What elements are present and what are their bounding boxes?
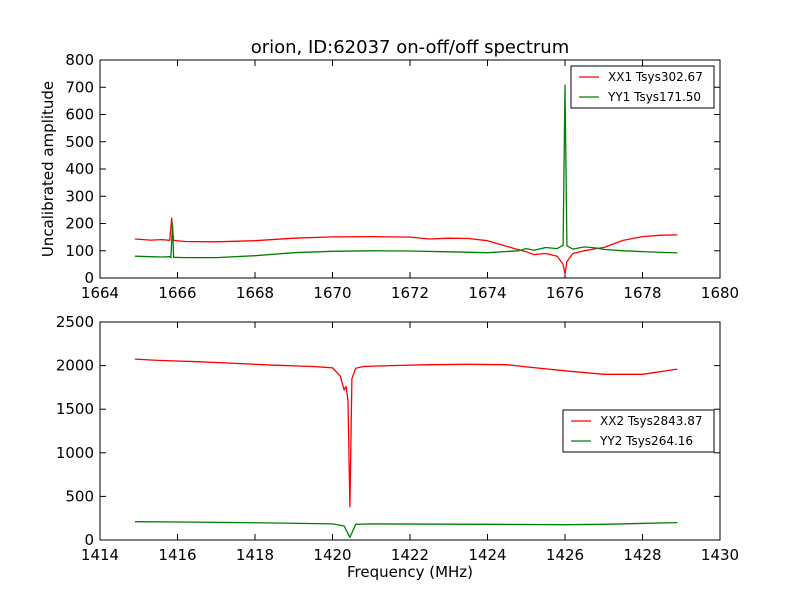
y-tick-label: 500	[65, 487, 94, 505]
x-tick-label: 1666	[158, 284, 196, 302]
legend-entry: YY2 Tsys264.16	[599, 434, 693, 448]
y-tick-label: 700	[65, 78, 94, 96]
x-tick-label: 1668	[236, 284, 274, 302]
x-tick-label: 1674	[468, 284, 506, 302]
y-tick-label: 0	[84, 269, 94, 287]
x-tick-label: 1416	[158, 546, 196, 564]
y-tick-label: 1500	[56, 400, 94, 418]
y-axis-label-ch1: Uncalibrated amplitude	[39, 81, 57, 257]
y-tick-label: 800	[65, 51, 94, 69]
series-lines-ch1	[134, 84, 678, 275]
series-line-xx2	[134, 358, 678, 508]
series-line-xx1	[134, 217, 678, 275]
y-tick-label: 2500	[56, 313, 94, 331]
legend-entry: YY1 Tsys171.50	[607, 90, 701, 104]
y-tick-label: 500	[65, 133, 94, 151]
y-tick-label: 1000	[56, 444, 94, 462]
y-tick-label: 2000	[56, 357, 94, 375]
x-tick-label: 1428	[623, 546, 661, 564]
x-tick-label: 1422	[391, 546, 429, 564]
legend-box	[570, 65, 715, 109]
x-tick-label: 1676	[546, 284, 584, 302]
y-tick-label: 400	[65, 160, 94, 178]
x-tick-label: 1424	[468, 546, 506, 564]
x-tick-label: 1670	[313, 284, 351, 302]
axis-ticks-ch1: 1664 1666 1668 1670 1672 1674 1676 1678 1680 0 100…	[65, 51, 739, 302]
y-tick-label: 300	[65, 187, 94, 205]
series-line-yy1	[134, 84, 678, 259]
x-tick-label: 1680	[701, 284, 739, 302]
panel-ch1: 1664 1666 1668 1670 1672 1674 1676 1678 1680 0 100…	[39, 51, 739, 302]
legend-ch2: XX2 Tsys2843.87 YY2 Tsys264.16	[562, 409, 715, 453]
x-tick-label: 1664	[81, 284, 119, 302]
series-line-yy2	[134, 521, 678, 539]
y-tick-label: 0	[84, 531, 94, 549]
plot-frame-ch2	[99, 321, 721, 541]
x-tick-label: 1426	[546, 546, 584, 564]
y-tick-label: 200	[65, 215, 94, 233]
x-tick-label: 1672	[391, 284, 429, 302]
y-tick-label: 100	[65, 242, 94, 260]
legend-box	[562, 409, 715, 453]
panel-ch2: 1414 1416 1418 1420 1422 1424 1426 1428 1430 0 500…	[56, 313, 739, 581]
series-lines-ch2	[134, 358, 678, 539]
legend-entry: XX2 Tsys2843.87	[600, 414, 702, 428]
plot-frame-ch1	[99, 59, 721, 279]
x-tick-label: 1418	[236, 546, 274, 564]
x-tick-label: 1414	[81, 546, 119, 564]
legend-entry: XX1 Tsys302.67	[608, 70, 703, 84]
y-tick-label: 600	[65, 106, 94, 124]
x-tick-label: 1420	[313, 546, 351, 564]
legend-ch1: XX1 Tsys302.67 YY1 Tsys171.50	[570, 65, 715, 109]
figure-title: orion, ID:62037 on-off/off spectrum	[251, 37, 570, 58]
x-tick-label: 1678	[623, 284, 661, 302]
x-tick-label: 1430	[701, 546, 739, 564]
x-axis-label-ch2: Frequency (MHz)	[347, 563, 473, 581]
